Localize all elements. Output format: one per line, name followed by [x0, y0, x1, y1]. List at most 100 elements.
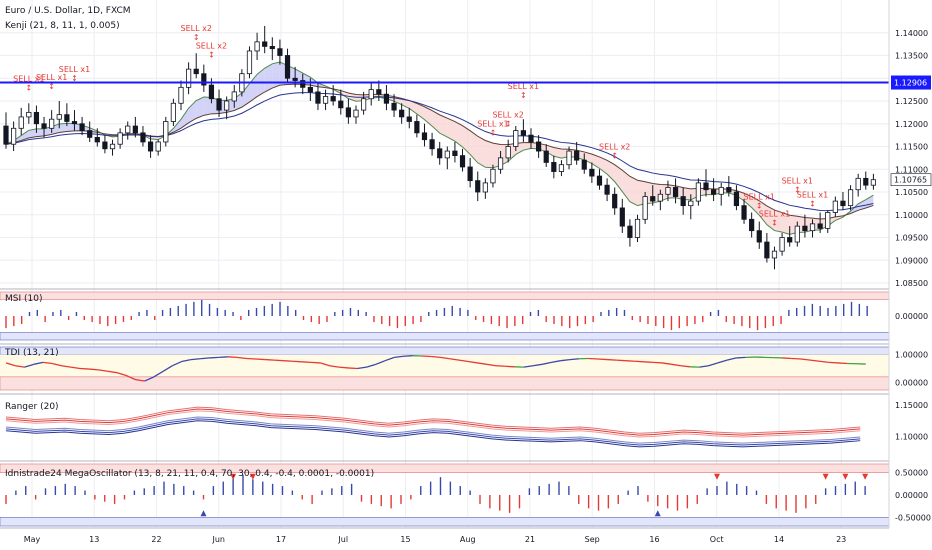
sell-signal-arrow: ↕	[794, 186, 801, 195]
tdi-line-segment	[662, 362, 672, 365]
price-pane[interactable]	[3, 25, 876, 270]
buy-signal-marker	[200, 510, 207, 517]
kenji-ribbon-segment	[59, 123, 67, 133]
candle-body	[733, 191, 740, 207]
candle-body	[414, 121, 420, 134]
tdi-line-segment	[680, 365, 691, 368]
price-axis-tick-label: 1.12000	[895, 120, 928, 129]
tdi-line-segment	[116, 372, 127, 377]
kenji-ribbon-segment	[744, 193, 752, 208]
candle-body	[208, 84, 215, 100]
tdi-line-segment	[42, 361, 53, 365]
megaoscillator-pane-label: Idnistrade24 MegaOscillator (13, 8, 21, …	[5, 469, 374, 479]
time-axis-tick-label: May	[24, 535, 41, 544]
candle-body	[437, 148, 443, 159]
candle-body	[368, 89, 374, 100]
tdi-neutral-band	[0, 354, 889, 377]
tdi-line-segment	[449, 358, 460, 361]
kenji-ribbon-segment	[401, 98, 410, 109]
ranger-band-line	[5, 406, 861, 434]
candle-body	[71, 121, 78, 125]
tdi-line-segment	[135, 379, 145, 382]
sell-signal-marker	[822, 473, 829, 480]
candle-body	[581, 159, 587, 170]
candle-body	[665, 187, 671, 195]
tdi-line-segment	[588, 357, 598, 360]
tdi-line-segment	[708, 362, 719, 367]
chart-symbol-title: Euro / U.S. Dollar, 1D, FXCM	[5, 6, 131, 16]
candle-body	[551, 162, 557, 172]
candle-body	[619, 207, 625, 227]
sell-signal-label: SELL x2	[181, 24, 212, 33]
candle-body	[262, 41, 268, 47]
kenji-ribbon-segment	[196, 97, 204, 119]
candle-body	[650, 196, 656, 202]
kenji-ribbon-segment	[553, 147, 562, 159]
ranger-band-line	[5, 418, 861, 446]
candle-body	[216, 98, 222, 111]
sell-signal-label: SELL x1	[36, 73, 67, 82]
kenji-ribbon-segment	[858, 199, 866, 211]
candle-body	[406, 116, 412, 122]
time-axis-tick-label: 23	[836, 535, 846, 544]
tdi-line-segment	[458, 359, 469, 363]
msi-pane-label: MSI (10)	[5, 294, 42, 304]
tdi-line-segment	[634, 360, 644, 363]
tdi-line-segment	[671, 363, 681, 367]
candle-body	[870, 179, 876, 186]
sell-signal-marker	[862, 473, 869, 480]
tdi-line-segment	[70, 366, 81, 370]
time-axis-tick-label: 17	[276, 535, 286, 544]
tdi-line-segment	[394, 355, 404, 359]
candle-body	[459, 155, 466, 168]
kenji-ribbon-segment	[485, 140, 493, 168]
candle-body	[520, 130, 526, 136]
kenji-ribbon-segment	[546, 145, 554, 157]
candle-body	[383, 93, 390, 104]
kenji-ribbon-segment	[66, 123, 75, 132]
sell-signal-label: SELL x1	[477, 120, 508, 129]
candle-body	[186, 68, 192, 88]
tdi-line-segment	[181, 358, 192, 363]
tdi-line-segment	[653, 361, 663, 364]
candle-body	[855, 177, 861, 191]
candle-body	[779, 237, 785, 252]
pane-axis-tick-label: 1.10000	[895, 432, 928, 441]
tdi-line-segment	[486, 363, 497, 367]
tdi-line-segment	[736, 356, 746, 359]
candle-body	[26, 111, 32, 118]
tdi-line-segment	[15, 365, 25, 368]
candle-body	[589, 168, 595, 177]
tdi-pane-label: TDI (13, 21)	[4, 348, 59, 358]
tdi-line-segment	[800, 358, 811, 361]
sell-signal-arrow: ↕	[490, 129, 497, 138]
candle-body	[391, 102, 397, 111]
time-axis[interactable]: May 13 22 Jun 17 Jul 15 Aug 21 Sep 16 Oct 14 23	[24, 535, 847, 544]
tdi-line-segment	[301, 361, 312, 364]
ranger-band-line	[5, 408, 861, 436]
tdi-line-segment	[227, 356, 238, 359]
tdi-line-segment	[209, 356, 219, 359]
pane-axis-tick-label: 0.50000	[895, 469, 928, 478]
candle-body	[612, 193, 618, 209]
ranger-band-line	[5, 420, 861, 448]
tdi-upper-band	[0, 346, 890, 355]
candle-body	[79, 123, 85, 131]
tdi-line-segment	[274, 359, 284, 362]
candle-body	[574, 150, 580, 161]
price-axis[interactable]: 1.140001.135001.130001.125001.120001.115…	[888, 0, 932, 550]
buy-signal-marker	[654, 510, 661, 517]
candle-body	[109, 143, 116, 150]
tdi-line-segment	[172, 360, 182, 367]
candle-body	[376, 89, 382, 95]
sell-signal-marker	[249, 473, 256, 480]
sell-signal-arrow: ↕	[25, 83, 32, 92]
kenji-ribbon-segment	[523, 142, 531, 151]
sell-signal-arrow: ↕	[505, 120, 512, 129]
kenji-ribbon-segment	[759, 200, 767, 225]
pane-axis-tick-label: 0.00000	[895, 491, 928, 500]
kenji-ribbon-segment	[241, 83, 250, 108]
candle-body	[315, 91, 321, 104]
candle-body	[49, 118, 55, 129]
